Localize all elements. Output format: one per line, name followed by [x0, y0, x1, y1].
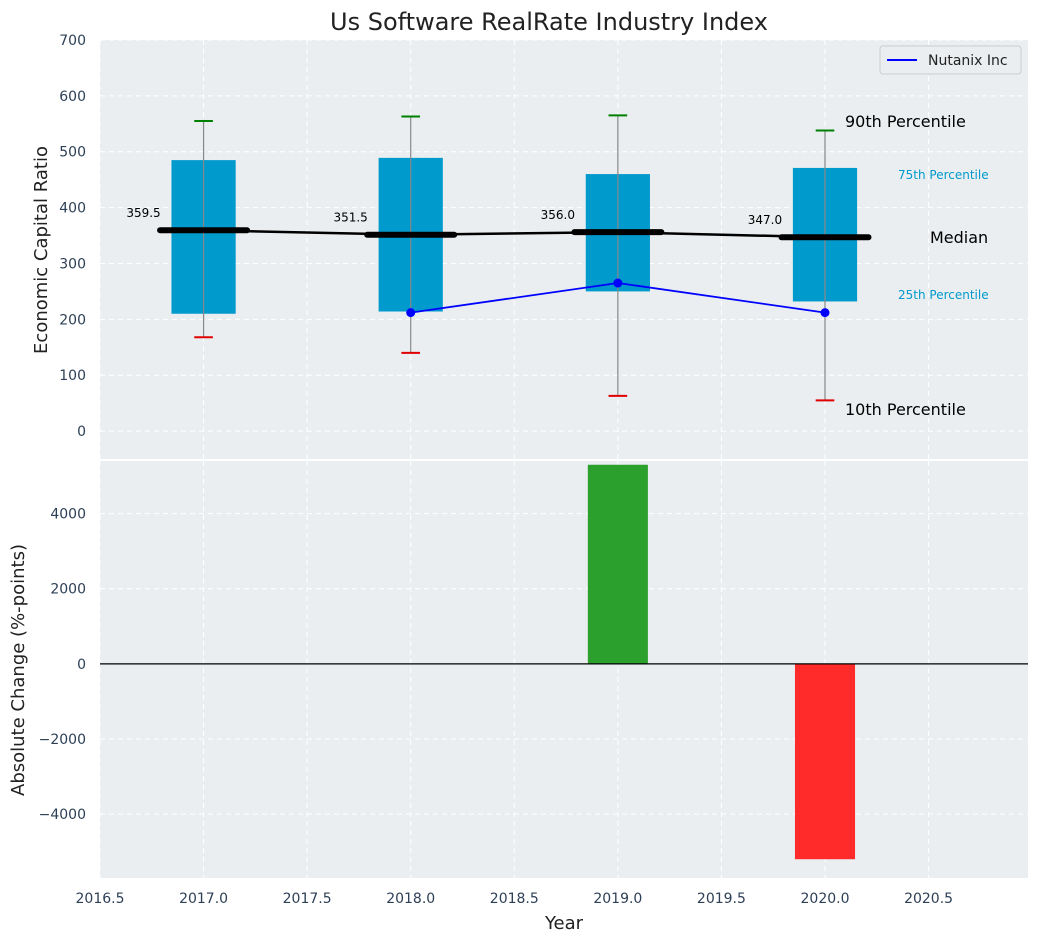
bottom-marks	[100, 464, 1028, 860]
increase-bar	[587, 464, 648, 664]
median-value-label: 351.5	[333, 211, 367, 225]
top-panel: 359.5 351.5 356.0 347.0 0 100 200 300 400 500 600…	[31, 33, 1028, 459]
x-tick-label: 2018.0	[386, 891, 435, 907]
legend-box	[879, 45, 1022, 75]
company-point	[820, 308, 830, 318]
bottom-panel: −4000 −2000 0 2000 4000 Absolute Change (%-p…	[8, 461, 1028, 878]
bottom-y-tick-label: −2000	[39, 732, 86, 748]
company-point	[406, 308, 416, 318]
x-tick-label: 2017.5	[283, 891, 332, 907]
annotation-p10: 10th Percentile	[845, 400, 966, 419]
top-y-tick-label: 600	[59, 89, 86, 105]
chart-title: Us Software RealRate Industry Index	[330, 8, 768, 36]
bottom-y-axis-label: Absolute Change (%-points)	[8, 544, 29, 796]
x-tick-label: 2019.0	[593, 891, 642, 907]
x-tick-label: 2017.0	[179, 891, 228, 907]
top-plot-area	[100, 40, 1028, 459]
company-point	[613, 278, 623, 288]
median-value-label: 356.0	[541, 208, 575, 222]
top-y-ticks: 0 100 200 300 400 500 600 700	[59, 33, 86, 440]
x-tick-label: 2020.5	[904, 891, 953, 907]
bottom-y-tick-label: 0	[77, 657, 86, 673]
median-value-label: 359.5	[126, 206, 160, 220]
top-y-tick-label: 0	[77, 424, 86, 440]
top-y-tick-label: 400	[59, 201, 86, 217]
percentile-annotations: 90th Percentile 75th Percentile Median 2…	[845, 112, 989, 419]
median-trend-line	[203, 228, 826, 239]
bottom-y-ticks: −4000 −2000 0 2000 4000	[39, 507, 86, 824]
top-y-tick-label: 300	[59, 256, 86, 272]
annotation-p90: 90th Percentile	[845, 112, 966, 131]
median-value-label: 347.0	[748, 213, 782, 227]
bottom-y-tick-label: 4000	[50, 507, 86, 523]
x-tick-label: 2020.0	[801, 891, 850, 907]
x-tick-label: 2016.5	[76, 891, 125, 907]
decrease-bar	[794, 663, 856, 860]
top-y-tick-label: 700	[59, 33, 86, 49]
top-y-tick-label: 100	[59, 368, 86, 384]
top-marks: 359.5 351.5 356.0 347.0	[126, 114, 872, 402]
x-tick-label: 2019.5	[697, 891, 746, 907]
legend[interactable]: Nutanix Inc	[879, 45, 1022, 75]
bottom-y-tick-label: −4000	[39, 807, 86, 823]
legend-label: Nutanix Inc	[928, 53, 1008, 69]
bottom-plot-area	[100, 461, 1028, 878]
annotation-p75: 75th Percentile	[898, 168, 989, 182]
x-tick-label: 2018.5	[490, 891, 539, 907]
top-y-tick-label: 200	[59, 312, 86, 328]
x-axis-label: Year	[544, 913, 584, 934]
top-y-axis-label: Economic Capital Ratio	[31, 146, 52, 354]
bottom-y-tick-label: 2000	[50, 582, 86, 598]
x-ticks: 2016.5 2017.0 2017.5 2018.0 2018.5 2019.0 2019…	[76, 891, 954, 907]
annotation-median: Median	[930, 228, 988, 247]
top-y-tick-label: 500	[59, 145, 86, 161]
annotation-p25: 25th Percentile	[898, 288, 989, 302]
